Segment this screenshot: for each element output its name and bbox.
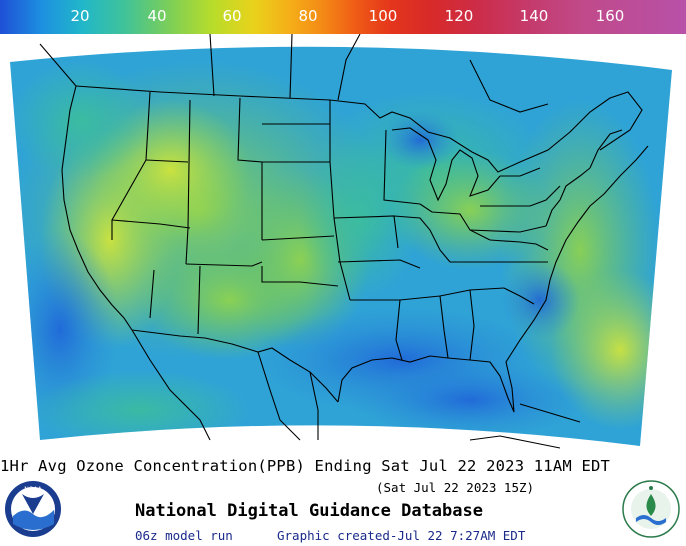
ozone-concentration-map <box>10 34 672 449</box>
concentration-field <box>10 46 672 446</box>
legend-tick-160: 160 <box>595 7 625 25</box>
legend-tick-80: 80 <box>298 7 318 25</box>
noaa-logo: NOAA <box>5 481 61 537</box>
state-borders <box>39 34 649 449</box>
legend-tick-120: 120 <box>444 7 474 25</box>
noaa-logo-lettering: NOAA <box>24 486 42 493</box>
epa-logo <box>622 480 680 538</box>
color-legend-bar: 20 40 60 80 100 120 140 160 <box>0 0 686 34</box>
legend-tick-140: 140 <box>519 7 549 25</box>
legend-tick-40: 40 <box>147 7 167 25</box>
map-caption-main: 1Hr Avg Ozone Concentration(PPB) Ending … <box>0 457 611 475</box>
map-caption-utc-time: (Sat Jul 22 2023 15Z) <box>376 480 535 495</box>
legend-tick-20: 20 <box>70 7 90 25</box>
legend-tick-60: 60 <box>222 7 242 25</box>
color-scale-gradient <box>0 0 686 34</box>
legend-tick-100: 100 <box>368 7 398 25</box>
graphic-created-label: Graphic created-Jul 22 7:27AM EDT <box>277 528 526 543</box>
map-source-title: National Digital Guidance Database <box>135 501 483 521</box>
model-run-label: 06z model run <box>135 528 233 543</box>
